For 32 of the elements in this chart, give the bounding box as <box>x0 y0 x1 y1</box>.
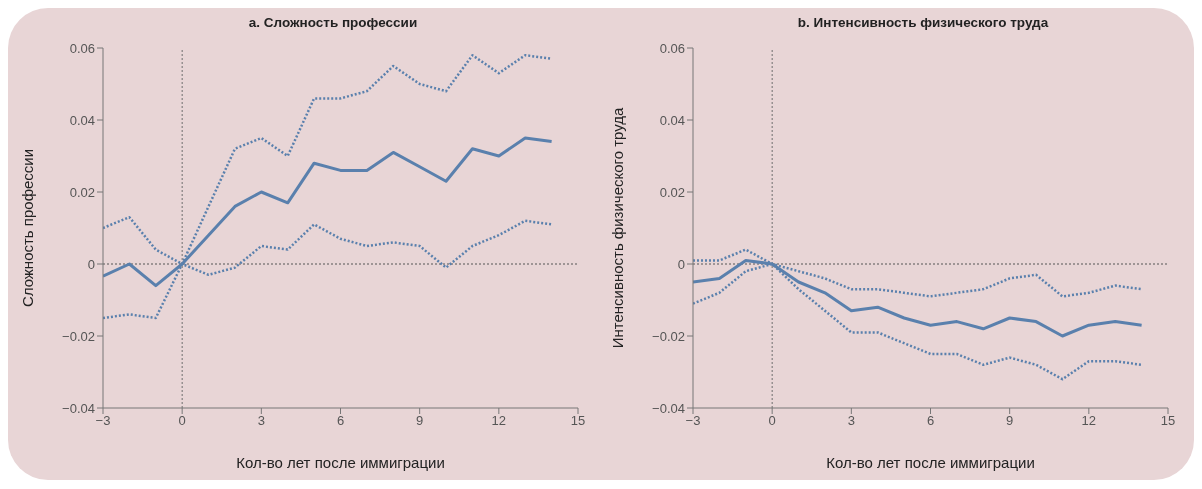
x-axis-title: Кол-во лет после иммиграции <box>826 454 1035 471</box>
x-tick-label: 0 <box>768 413 776 429</box>
y-tick-label: −0.04 <box>62 400 95 416</box>
y-tick-label: 0.04 <box>659 112 685 128</box>
y-tick-label: 0 <box>87 256 95 272</box>
y-tick-label: −0.02 <box>652 328 685 344</box>
y-tick-label: −0.02 <box>62 328 95 344</box>
x-tick-label: 3 <box>257 413 265 429</box>
y-axis-title: Интенсивность физического труда <box>609 106 627 349</box>
x-tick-label: −3 <box>95 413 111 429</box>
y-axis-title: Сложность профессии <box>19 148 37 308</box>
x-tick-label: 0 <box>178 413 186 429</box>
x-tick-label: 6 <box>336 413 345 429</box>
x-tick-label: 9 <box>1006 413 1014 429</box>
x-tick-label: 15 <box>570 413 586 429</box>
x-tick-label: 12 <box>1081 413 1097 429</box>
x-tick-label: 3 <box>847 413 855 429</box>
y-tick-label: 0.02 <box>69 184 95 200</box>
chart-title: b. Интенсивность физического труда <box>796 14 1050 32</box>
x-tick-label: −3 <box>685 413 701 429</box>
x-axis-title: Кол-во лет после иммиграции <box>236 454 445 471</box>
y-tick-label: 0.02 <box>659 184 685 200</box>
y-tick-label: 0.06 <box>659 40 685 56</box>
y-tick-label: 0.06 <box>69 40 95 56</box>
x-tick-label: 6 <box>926 413 935 429</box>
x-tick-label: 15 <box>1160 413 1176 429</box>
y-tick-label: 0.04 <box>69 112 95 128</box>
x-tick-label: 12 <box>491 413 507 429</box>
chart-title: a. Сложность профессии <box>247 14 419 32</box>
y-tick-label: 0 <box>677 256 685 272</box>
y-tick-label: −0.04 <box>652 400 685 416</box>
x-tick-label: 9 <box>416 413 424 429</box>
